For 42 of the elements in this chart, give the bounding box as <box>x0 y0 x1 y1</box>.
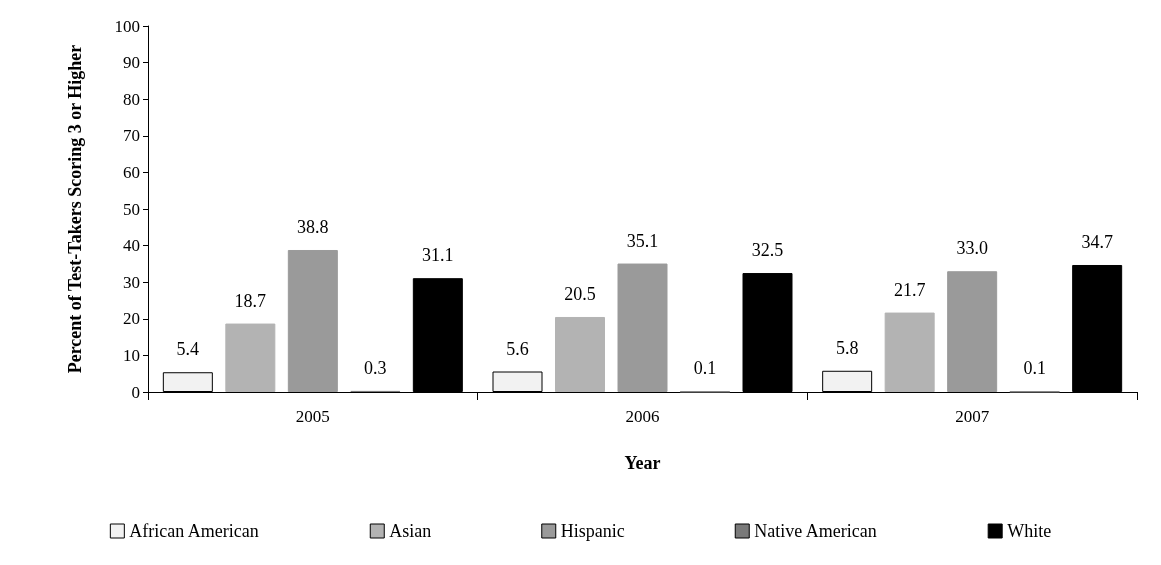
data-label: 5.8 <box>835 337 859 358</box>
y-tick-label: 100 <box>114 16 140 36</box>
bar <box>555 316 605 392</box>
data-label: 31.1 <box>422 245 454 266</box>
y-axis-title: Percent of Test-Takers Scoring 3 or Higher <box>65 44 85 374</box>
data-label: 33.0 <box>956 238 988 259</box>
y-tick-label: 60 <box>123 162 140 182</box>
legend-label: Asian <box>389 521 432 541</box>
x-tick-label: 2006 <box>625 407 660 426</box>
legend-label: White <box>1007 521 1052 541</box>
y-tick-label: 10 <box>123 345 140 365</box>
y-tick-label: 70 <box>123 126 140 146</box>
y-tick-label: 50 <box>123 199 140 219</box>
data-label: 20.5 <box>564 283 596 304</box>
bar <box>617 263 668 392</box>
legend-label: Native American <box>754 521 877 541</box>
data-label: 18.7 <box>234 290 267 311</box>
data-label: 38.8 <box>297 216 329 237</box>
x-tick-label: 2007 <box>955 407 990 426</box>
bar <box>884 312 935 392</box>
y-tick-label: 40 <box>123 236 140 256</box>
data-label: 5.6 <box>506 338 529 359</box>
data-label: 0.1 <box>1023 358 1046 379</box>
legend-label: Hispanic <box>560 521 625 541</box>
data-label: 5.4 <box>176 339 200 360</box>
y-tick-label: 0 <box>131 382 140 402</box>
legend-label: African American <box>129 521 259 541</box>
data-label: 32.5 <box>751 240 784 261</box>
data-label: 35.1 <box>626 230 659 251</box>
x-axis-title: Year <box>624 453 661 473</box>
bar <box>947 271 998 392</box>
y-tick-label: 80 <box>123 89 140 109</box>
y-tick-label: 90 <box>123 53 140 73</box>
y-tick-label: 20 <box>123 309 140 329</box>
bar <box>287 249 338 392</box>
bar <box>225 323 276 392</box>
x-tick-label: 2005 <box>295 407 330 426</box>
data-label: 34.7 <box>1081 232 1113 252</box>
data-label: 0.1 <box>693 358 717 379</box>
y-tick-label: 30 <box>123 272 140 292</box>
data-label: 0.3 <box>364 357 387 378</box>
data-label: 21.7 <box>893 279 926 300</box>
